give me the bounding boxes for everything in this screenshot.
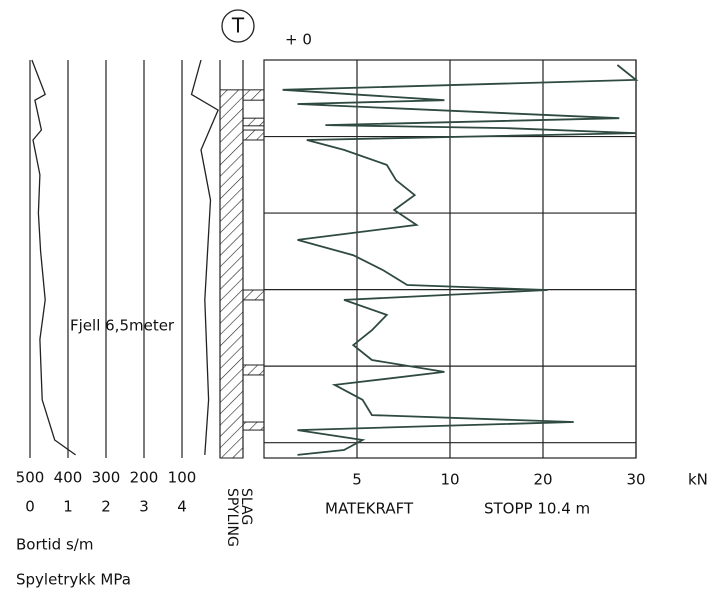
x-unit: kN: [688, 471, 708, 489]
x-tick-label: 30: [626, 471, 645, 489]
hatch-interval: [242, 421, 265, 431]
rock-label: Fjell 6,5meter: [70, 317, 175, 335]
spyletrykk-curve: [31, 59, 76, 456]
x-tick-label: 5: [352, 471, 362, 489]
x-tick-label: 20: [533, 471, 552, 489]
bortid-tick-label: 300: [92, 469, 121, 487]
hatch-interval: [242, 364, 265, 376]
bortid-curve: [190, 59, 219, 455]
top-label: + 0: [285, 31, 312, 49]
matekraft-curve: [282, 64, 639, 456]
spyletrykk-tick-label: 3: [139, 498, 149, 516]
bortid-label: Bortid s/m: [16, 536, 93, 554]
hatch-interval: [242, 129, 265, 141]
stop-label: STOPP 10.4 m: [484, 500, 590, 518]
hatch-interval: [219, 89, 244, 459]
top-symbol: T: [231, 14, 245, 38]
bortid-tick-label: 500: [16, 469, 45, 487]
spyletrykk-label: Spyletrykk MPa: [16, 571, 131, 589]
bortid-tick-label: 200: [130, 469, 159, 487]
bortid-tick-label: 400: [54, 469, 83, 487]
hatch-interval: [242, 289, 265, 301]
spyling-label: SPYLING: [224, 488, 240, 547]
x-label: MATEKRAFT: [325, 500, 414, 518]
x-tick-label: 10: [440, 471, 459, 489]
spyletrykk-tick-label: 1: [63, 498, 73, 516]
hatch-interval: [242, 89, 265, 101]
spyletrykk-tick-label: 2: [101, 498, 111, 516]
symbol-circle: [221, 9, 255, 43]
slag-label: SLAG: [238, 488, 254, 525]
hatch-interval: [242, 117, 265, 127]
bortid-tick-label: 100: [168, 469, 197, 487]
spyletrykk-tick-label: 0: [25, 498, 35, 516]
spyletrykk-tick-label: 4: [177, 498, 187, 516]
